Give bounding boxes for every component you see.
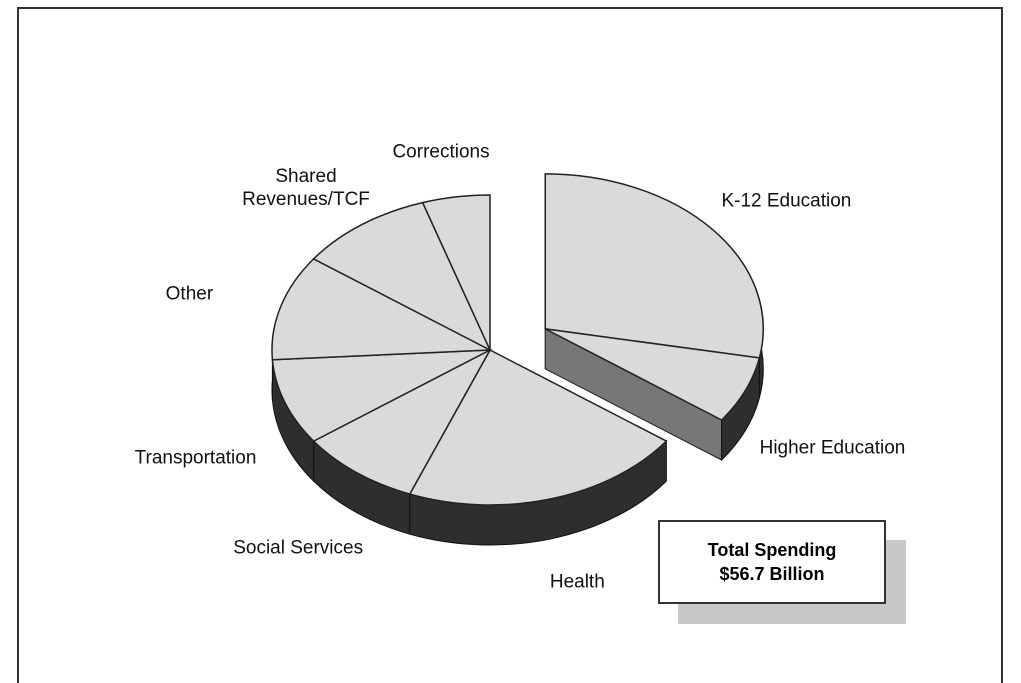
frame: [17, 7, 1003, 683]
slice: [271, 349, 491, 443]
slice-label: Transportation: [134, 447, 257, 469]
slice: [421, 194, 491, 351]
slice-label: Corrections: [392, 141, 490, 163]
slice: [544, 328, 761, 421]
slice: [271, 257, 493, 361]
slice-label: K-12 Education: [721, 190, 852, 212]
slice: [408, 349, 668, 506]
slice-label: Health: [549, 571, 605, 593]
slice-label: Higher Education: [759, 437, 906, 459]
slice-label: Social Services: [233, 537, 364, 559]
slice: [312, 348, 492, 495]
slice: [544, 173, 764, 359]
annotation: $56.7 Billion: [719, 564, 825, 584]
total-box: Total Spending $56.7 Billion: [658, 520, 886, 604]
slice-label: Shared Revenues/TCF: [242, 166, 370, 211]
slice: [312, 201, 492, 352]
annotation: Total Spending: [707, 540, 837, 560]
slice-label: Other: [165, 283, 214, 305]
